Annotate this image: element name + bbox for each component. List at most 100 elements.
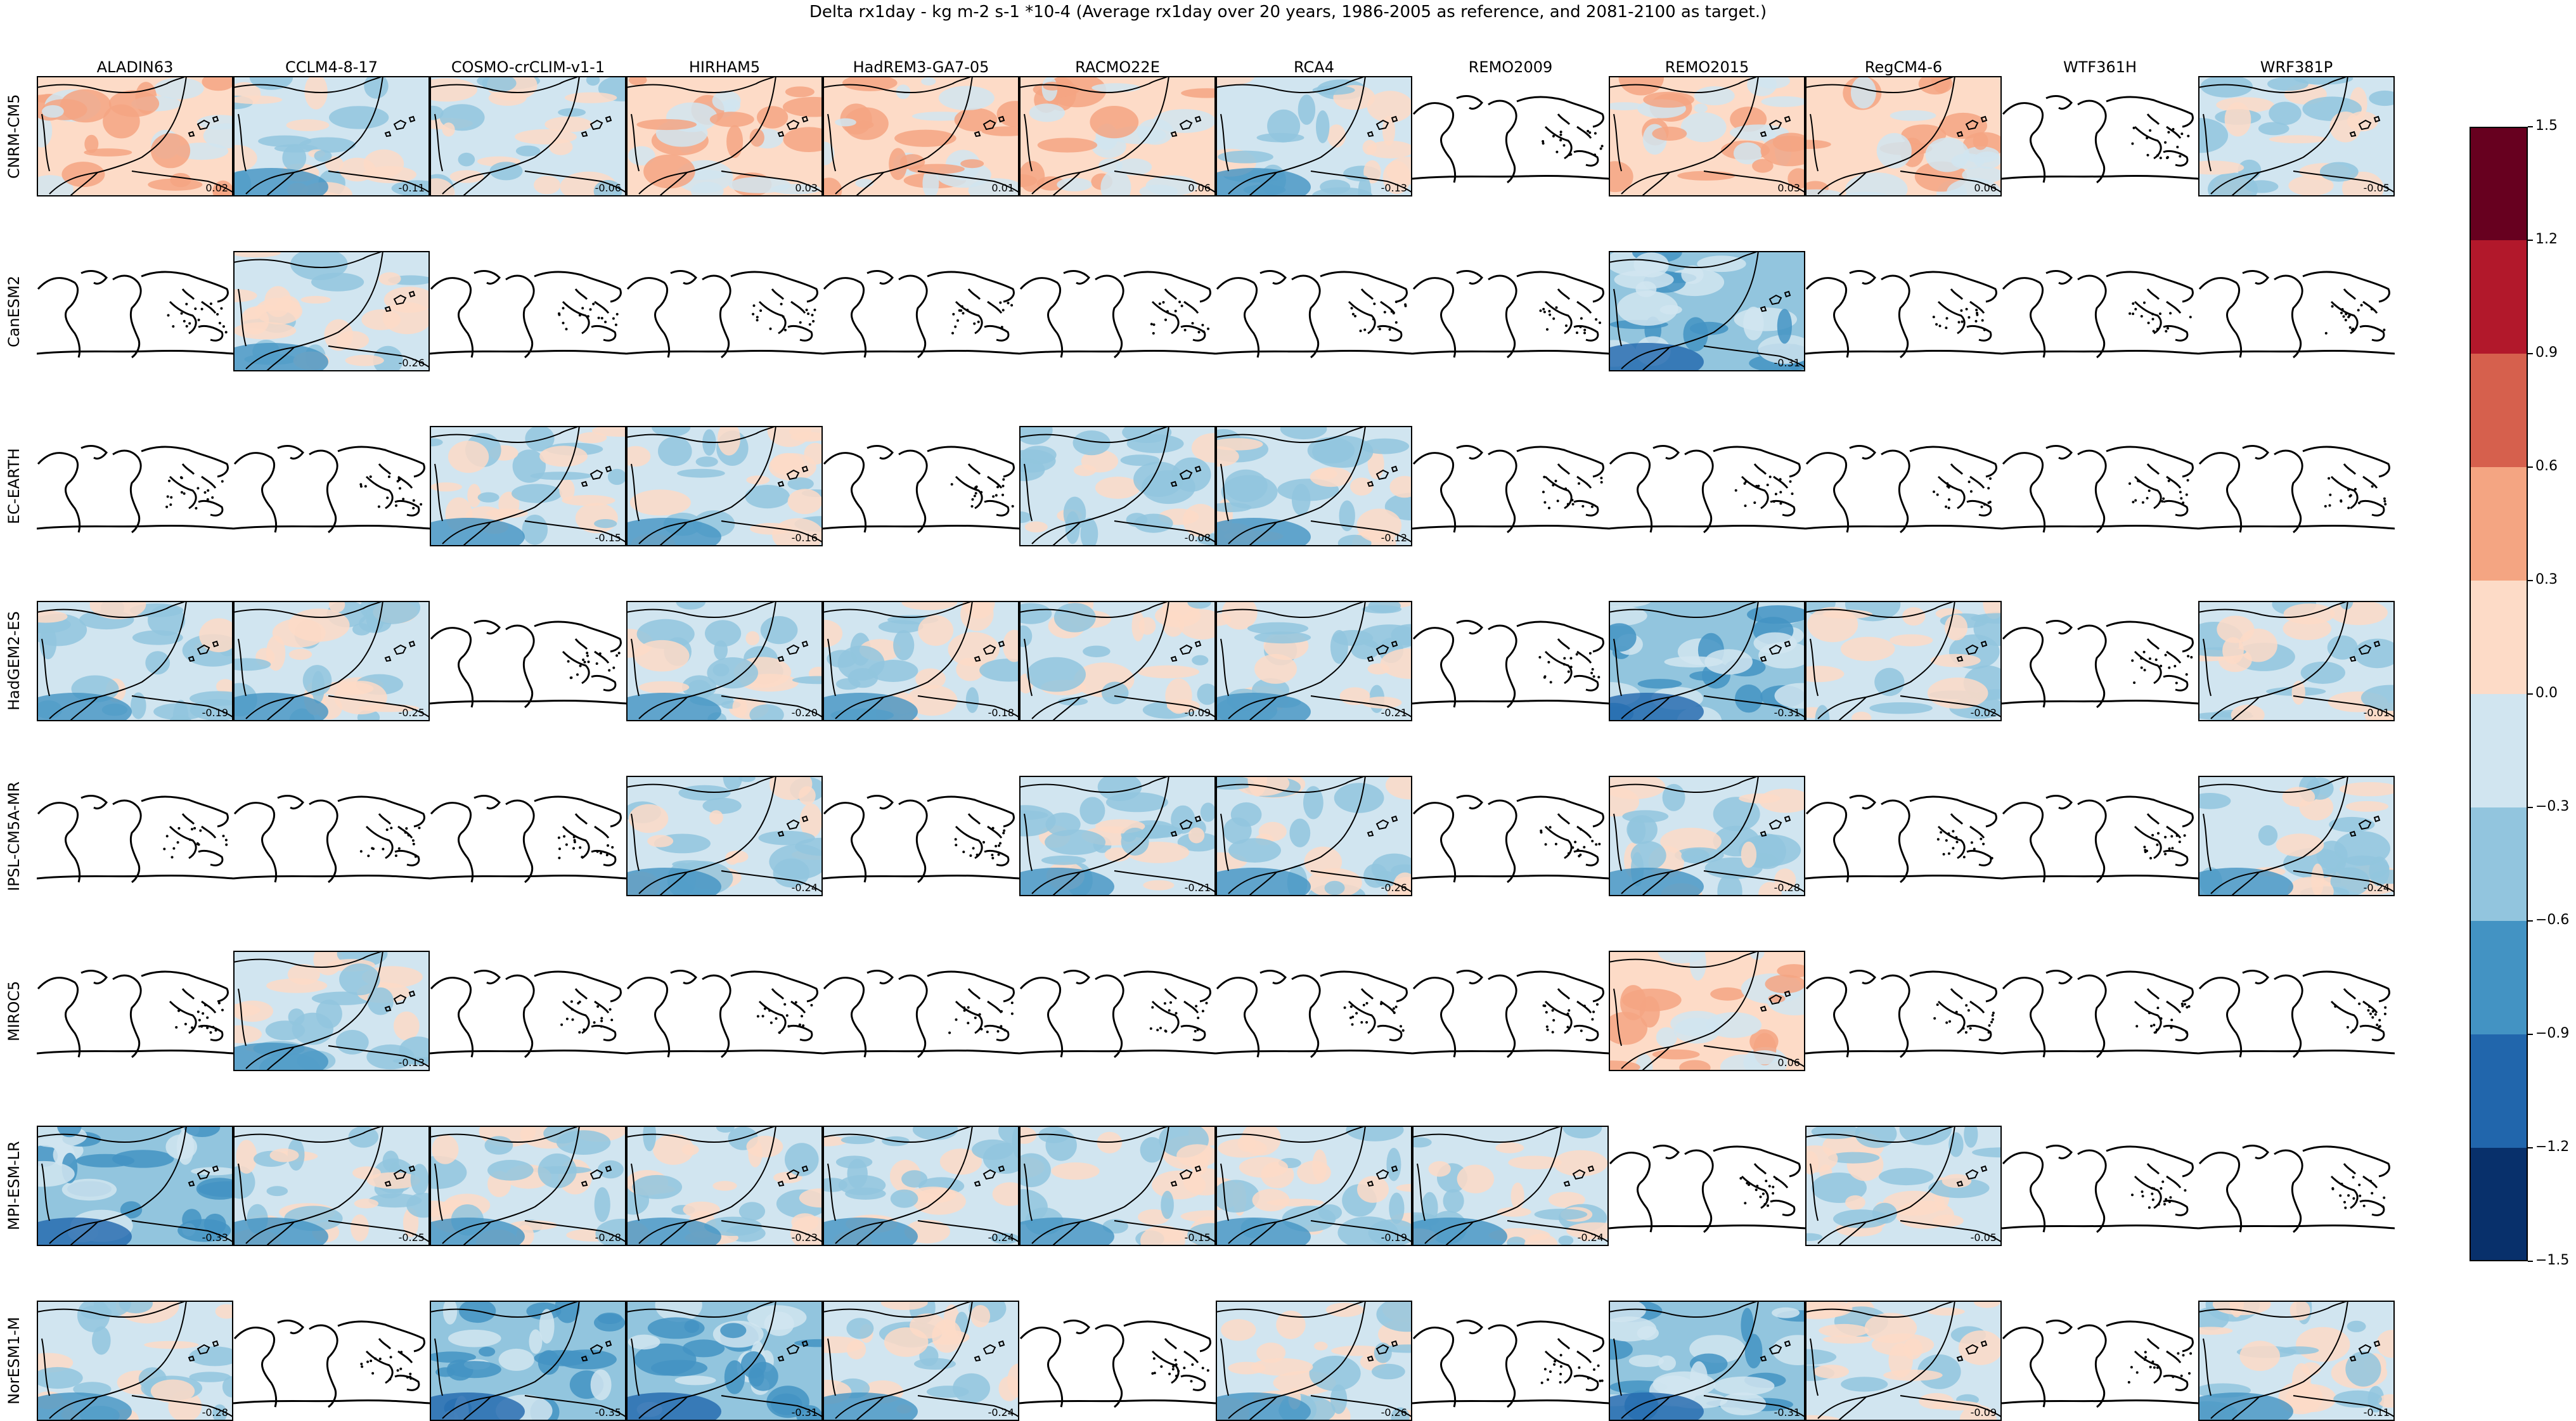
coastline-outline <box>430 264 626 359</box>
coastline-outline <box>2002 788 2198 884</box>
delta-field <box>626 1126 823 1246</box>
empty-world-map <box>2002 264 2198 359</box>
iberia-panel: -0.24 <box>823 1301 1019 1421</box>
coastline-outline <box>1019 1313 1216 1408</box>
panel-value-label: -0.31 <box>1774 1406 1800 1418</box>
empty-world-map <box>430 264 626 359</box>
colorbar-bin <box>2470 354 2528 467</box>
delta-field <box>1216 776 1412 896</box>
iberia-panel: -0.11 <box>233 76 430 196</box>
delta-field <box>1609 601 1805 721</box>
iberia-panel: -0.33 <box>37 1126 233 1246</box>
colorbar-tick-mark <box>2528 466 2533 468</box>
coastline-outline <box>626 963 823 1058</box>
coastline-outline <box>2198 264 2395 359</box>
delta-field <box>1805 1126 2002 1246</box>
column-header: REMO2015 <box>1609 58 1805 76</box>
panel-value-label: -0.24 <box>2364 882 2390 894</box>
colorbar-tick-label: −0.3 <box>2535 799 2569 814</box>
column-header: CCLM4-8-17 <box>233 58 430 76</box>
panel-value-label: -0.31 <box>1774 707 1800 719</box>
iberia-panel: -0.12 <box>1216 426 1412 546</box>
iberia-panel: -0.05 <box>2198 76 2395 196</box>
colorbar-tick-mark <box>2528 580 2533 581</box>
panel-value-label: -0.33 <box>202 1231 228 1244</box>
coastline-outline <box>233 1313 430 1408</box>
panel-value-label: -0.28 <box>1774 882 1800 894</box>
coastline-outline <box>2002 264 2198 359</box>
empty-world-map <box>626 264 823 359</box>
iberia-panel: -0.18 <box>823 601 1019 721</box>
row-header: EC-EARTH <box>5 426 27 546</box>
empty-world-map <box>233 439 430 534</box>
delta-field <box>430 426 626 546</box>
colorbar-bin <box>2470 1148 2528 1261</box>
column-header: RegCM4-6 <box>1805 58 2002 76</box>
panel-value-label: 0.06 <box>1188 182 1211 194</box>
colorbar-tick-label: 1.2 <box>2535 231 2558 247</box>
panel-value-label: -0.01 <box>2364 707 2390 719</box>
coastline-outline <box>823 788 1019 884</box>
iberia-panel: -0.09 <box>1019 601 1216 721</box>
row-header: CNRM-CM5 <box>5 76 27 196</box>
coastline-outline <box>823 264 1019 359</box>
panel-value-label: -0.24 <box>1578 1231 1604 1244</box>
iberia-panel: -0.08 <box>1019 426 1216 546</box>
colorbar-bin <box>2470 467 2528 581</box>
column-header: WRF381P <box>2198 58 2395 76</box>
row-header: MPI-ESM-LR <box>5 1126 27 1246</box>
iberia-panel: -0.31 <box>1609 601 1805 721</box>
delta-field <box>1216 76 1412 196</box>
empty-world-map <box>37 963 233 1058</box>
panel-value-label: 0.06 <box>1974 182 1997 194</box>
empty-world-map <box>430 614 626 709</box>
panel-value-label: -0.15 <box>595 532 621 544</box>
iberia-panel: -0.13 <box>233 951 430 1071</box>
delta-field <box>1805 601 2002 721</box>
panel-value-label: -0.26 <box>399 357 425 369</box>
delta-field <box>1019 76 1216 196</box>
coastline-outline <box>2198 439 2395 534</box>
colorbar-tick-label: −0.9 <box>2535 1026 2569 1041</box>
empty-world-map <box>2002 614 2198 709</box>
delta-field <box>1019 426 1216 546</box>
colorbar-bin <box>2470 921 2528 1034</box>
column-header: RCA4 <box>1216 58 1412 76</box>
delta-field <box>2198 76 2395 196</box>
delta-field <box>1216 1126 1412 1246</box>
delta-field <box>823 601 1019 721</box>
panel-value-label: -0.24 <box>792 882 818 894</box>
panel-value-label: -0.06 <box>595 182 621 194</box>
panel-value-label: -0.28 <box>202 1406 228 1418</box>
colorbar-tick-mark <box>2528 353 2533 354</box>
delta-field <box>1216 1301 1412 1421</box>
panel-value-label: -0.11 <box>399 182 425 194</box>
coastline-outline <box>626 264 823 359</box>
coastline-outline <box>2002 614 2198 709</box>
iberia-panel: -0.15 <box>430 426 626 546</box>
colorbar-bin <box>2470 581 2528 694</box>
delta-field <box>233 251 430 371</box>
delta-field <box>1216 426 1412 546</box>
delta-field <box>1019 1126 1216 1246</box>
panel-value-label: -0.09 <box>1971 1406 1997 1418</box>
empty-world-map <box>2002 1313 2198 1408</box>
delta-field <box>2198 776 2395 896</box>
empty-world-map <box>1412 264 1609 359</box>
empty-world-map <box>823 264 1019 359</box>
panel-value-label: -0.15 <box>1185 1231 1211 1244</box>
empty-world-map <box>1805 963 2002 1058</box>
delta-field <box>233 1126 430 1246</box>
colorbar-tick-mark <box>2528 126 2533 127</box>
delta-field <box>1609 251 1805 371</box>
coastline-outline <box>1019 264 1216 359</box>
panel-value-label: -0.18 <box>988 707 1014 719</box>
panel-value-label: -0.26 <box>1381 1406 1407 1418</box>
empty-world-map <box>2002 439 2198 534</box>
iberia-panel: -0.16 <box>626 426 823 546</box>
coastline-outline <box>37 264 233 359</box>
panel-value-label: 0.03 <box>795 182 818 194</box>
delta-field <box>430 76 626 196</box>
colorbar-tick-label: 0.0 <box>2535 685 2558 701</box>
empty-world-map <box>2002 89 2198 184</box>
